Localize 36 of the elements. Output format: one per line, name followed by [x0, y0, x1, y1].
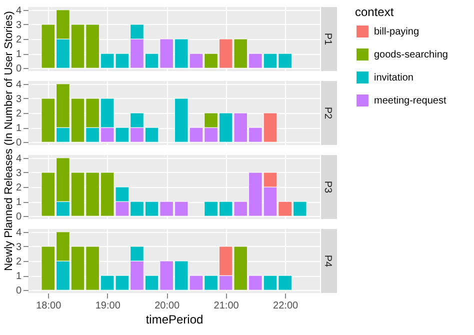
y-tick-label: 4 [16, 227, 22, 238]
x-tick-label: 22:00 [273, 300, 298, 312]
y-tick-label: 1 [16, 271, 22, 282]
x-tick-label: 21:00 [214, 300, 240, 312]
y-tick-label: 3 [16, 168, 22, 179]
legend-label: bill-paying [374, 26, 420, 38]
x-tick-label: 18:00 [36, 300, 62, 312]
y-tick-label: 0 [16, 286, 22, 297]
y-tick-label: 2 [16, 34, 22, 46]
y-tick-label: 0 [16, 138, 22, 149]
y-axis-title: Newly Planned Releases (In Number of User Stories) [3, 11, 15, 271]
y-tick-label: 1 [16, 197, 22, 208]
y-tick-label: 2 [16, 182, 22, 194]
y-tick-label: 4 [16, 153, 22, 164]
y-tick-label: 1 [16, 49, 22, 60]
text: P4 [322, 254, 333, 268]
x-tick-label: 19:00 [95, 300, 121, 312]
y-tick-label: 4 [16, 79, 22, 90]
y-tick-label: 2 [16, 108, 22, 120]
text: P2 [322, 106, 333, 120]
y-tick-label: 1 [16, 123, 22, 134]
y-tick-label: 3 [16, 94, 22, 105]
legend-title: context [355, 5, 394, 19]
y-tick-label: 3 [16, 20, 22, 31]
text: P1 [322, 32, 333, 46]
legend-label: meeting-request [374, 96, 446, 106]
y-tick-label: 0 [16, 212, 22, 223]
text: P3 [322, 180, 333, 194]
y-tick-label: 0 [16, 64, 22, 75]
y-tick-label: 3 [16, 242, 22, 253]
legend-label: invitation [374, 72, 414, 84]
x-tick-label: 20:00 [154, 300, 180, 312]
legend-label: goods-searching [374, 50, 448, 60]
x-axis-title: timePeriod [146, 312, 204, 326]
y-tick-label: 4 [16, 5, 22, 16]
y-tick-label: 2 [16, 256, 22, 268]
